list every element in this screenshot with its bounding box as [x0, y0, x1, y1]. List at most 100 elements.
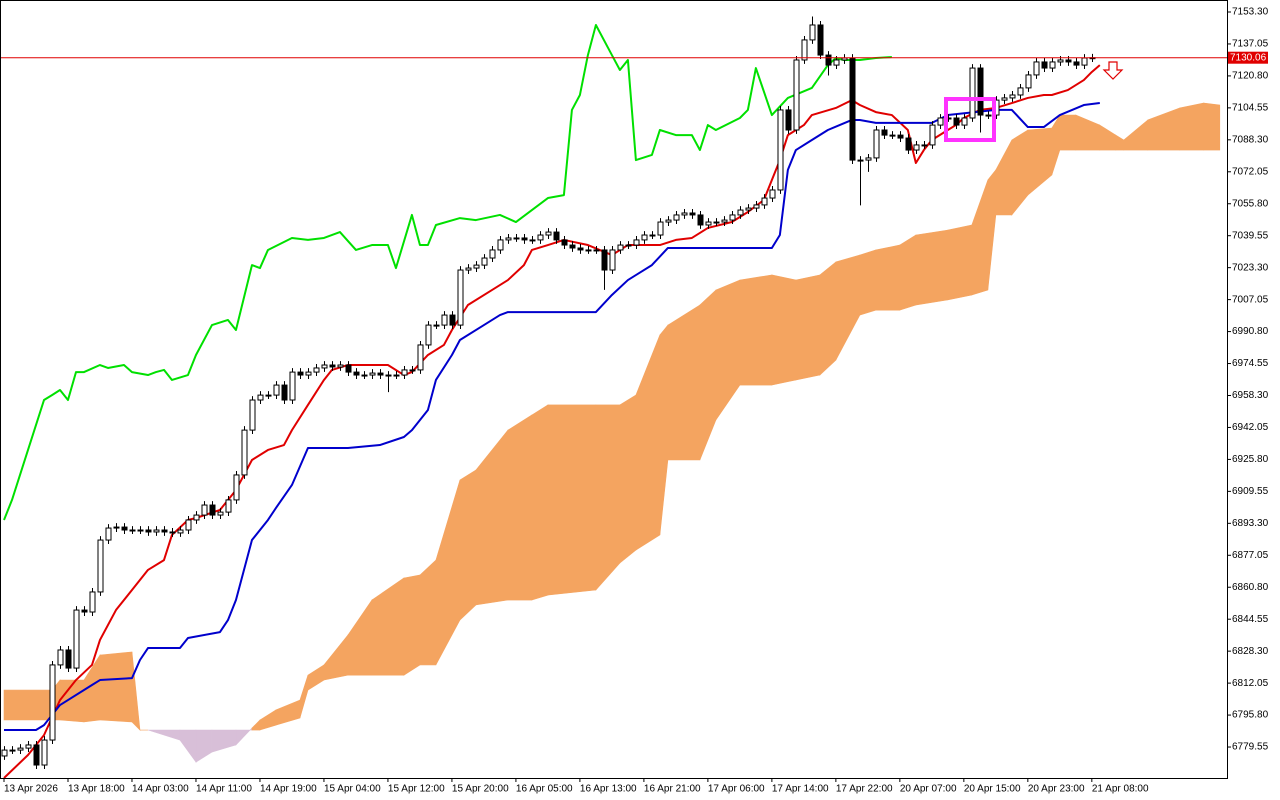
candle-body: [657, 221, 664, 236]
candle: [1001, 94, 1008, 105]
candle: [73, 606, 80, 672]
cloud-segment: [595, 404, 621, 591]
cloud-segment: [507, 414, 533, 601]
candle-body: [593, 249, 600, 252]
candle-body: [985, 114, 992, 117]
candle-body: [1009, 94, 1016, 99]
candle-body: [929, 124, 936, 146]
cloud-segment: [1203, 102, 1221, 151]
candle-body: [233, 474, 240, 501]
y-tick-label: 6844.55: [1232, 614, 1269, 625]
candle-body: [745, 207, 752, 211]
candle: [657, 218, 664, 239]
candle-body: [897, 134, 904, 139]
y-tick-label: 6812.05: [1232, 678, 1269, 689]
cloud-segment: [739, 274, 773, 386]
candle: [385, 371, 392, 393]
candle-body: [305, 371, 312, 376]
candle-body: [633, 239, 640, 246]
candle-body: [881, 129, 888, 136]
x-tick-label: 15 Apr 20:00: [452, 784, 509, 795]
candle: [105, 524, 112, 544]
candle-body: [345, 364, 352, 373]
candle-body: [609, 249, 616, 271]
candle: [161, 526, 168, 536]
cloud-segment: [915, 229, 949, 306]
candle-body: [561, 239, 568, 246]
candle-body: [873, 129, 880, 159]
plot-frame: [0, 0, 1228, 779]
candle-body: [833, 59, 840, 66]
candle-body: [689, 212, 696, 216]
candle-body: [529, 239, 536, 242]
candle: [985, 111, 992, 119]
candle-body: [641, 234, 648, 241]
candle: [857, 156, 864, 206]
candle-body: [33, 744, 40, 766]
candle-body: [177, 529, 184, 534]
price-label: 7130.06: [1230, 52, 1267, 63]
candle: [553, 228, 560, 244]
y-tick-label: 6942.05: [1232, 422, 1269, 433]
y-tick-label: 7055.80: [1232, 198, 1269, 209]
x-tick-label: 20 Apr 15:00: [964, 784, 1021, 795]
x-tick-label: 14 Apr 11:00: [196, 784, 252, 795]
axes-layer: 7153.30 7137.05 7120.80 7104.55 7088.30 7072.…: [0, 7, 1269, 795]
candle-body: [513, 237, 520, 240]
candle: [545, 228, 552, 239]
candle-body: [537, 234, 544, 241]
candle-body: [329, 364, 336, 368]
candle: [617, 241, 624, 254]
candle: [201, 501, 208, 519]
candle: [1049, 58, 1056, 72]
x-tick-label: 17 Apr 14:00: [772, 784, 829, 795]
candle: [9, 746, 16, 755]
candle: [137, 526, 144, 534]
candle-body: [753, 204, 760, 209]
candle-body: [337, 364, 344, 368]
x-tick-label: 16 Apr 21:00: [644, 784, 701, 795]
candle-body: [625, 244, 632, 247]
cloud-segment: [547, 404, 597, 596]
candle: [1041, 58, 1048, 72]
candle-body: [857, 159, 864, 162]
candle: [561, 235, 568, 249]
candle: [873, 126, 880, 162]
candle: [825, 51, 832, 76]
candle: [369, 369, 376, 379]
candle: [41, 736, 48, 769]
candle: [769, 186, 776, 202]
y-tick-label: 7120.80: [1232, 71, 1269, 82]
candle-body: [489, 249, 496, 259]
cloud-segment: [3, 689, 53, 721]
y-tick-label: 6925.80: [1232, 454, 1269, 465]
candle-body: [569, 244, 576, 249]
candle-body: [825, 54, 832, 66]
candle: [505, 234, 512, 244]
candle: [641, 231, 648, 244]
candle: [465, 264, 472, 274]
candle: [25, 741, 32, 753]
candle-body: [649, 234, 656, 237]
candle-body: [953, 117, 960, 126]
candle-body: [705, 221, 712, 226]
candle: [969, 64, 976, 122]
candle-body: [961, 117, 968, 126]
candle: [217, 508, 224, 519]
candle: [33, 741, 40, 769]
candle-body: [577, 247, 584, 251]
candle-body: [409, 369, 416, 372]
candle-body: [553, 231, 560, 241]
x-tick-label: 14 Apr 19:00: [260, 784, 317, 795]
candle-body: [1001, 97, 1008, 101]
candle-body: [617, 244, 624, 251]
candle: [441, 311, 448, 330]
candle: [809, 16, 816, 44]
candle: [881, 126, 888, 140]
candle-body: [433, 324, 440, 327]
candle: [569, 241, 576, 252]
candle-body: [385, 374, 392, 377]
y-tick-label: 7072.05: [1232, 166, 1269, 177]
candle-layer: [1, 16, 1096, 769]
